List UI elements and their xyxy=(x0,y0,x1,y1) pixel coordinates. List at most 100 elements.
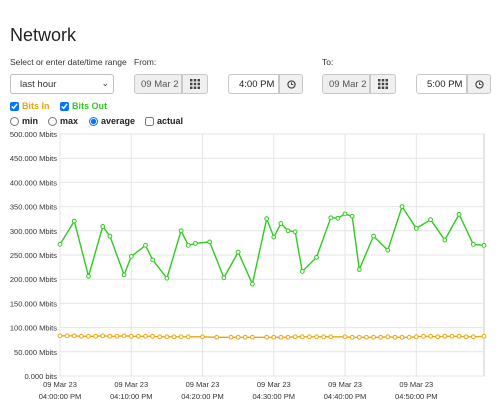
to-time-input[interactable]: 5:00 PM xyxy=(416,74,467,94)
bits-in-point xyxy=(86,333,91,339)
bits-out-point xyxy=(470,241,476,247)
bits-in-point xyxy=(481,333,487,339)
bits-in-point xyxy=(242,334,248,340)
bits-in-point xyxy=(171,334,177,340)
bits-in-label: Bits In xyxy=(22,101,50,111)
y-tick-label: 200.000 Mbits xyxy=(10,275,57,284)
y-tick-label: 450.000 Mbits xyxy=(10,154,57,163)
bits-in-point xyxy=(307,334,312,340)
bits-out-checkbox[interactable] xyxy=(60,101,69,111)
from-time-picker-button[interactable] xyxy=(279,74,303,94)
bits-in-point xyxy=(143,333,148,339)
bits-in-point xyxy=(271,334,277,340)
actual-label: actual xyxy=(157,116,184,126)
bits-out-series-line xyxy=(59,204,485,287)
bits-out-point xyxy=(413,225,419,231)
bits-in-point xyxy=(107,333,113,339)
average-option[interactable]: average xyxy=(89,116,135,126)
range-select[interactable]: last hour ⌄ xyxy=(10,74,114,94)
min-option[interactable]: min xyxy=(10,116,38,126)
to-date-input[interactable]: 09 Mar 2 xyxy=(322,74,370,94)
bits-in-point xyxy=(406,334,412,340)
actual-checkbox[interactable] xyxy=(145,116,154,126)
y-tick-label: 50.000 Mbits xyxy=(14,348,57,357)
bits-out-point xyxy=(143,242,148,248)
bits-in-point xyxy=(278,334,284,340)
bits-out-point xyxy=(100,224,106,229)
bits-in-point xyxy=(470,334,476,340)
bits-in-point xyxy=(449,333,455,339)
bits-in-point xyxy=(264,334,270,340)
bits-in-point xyxy=(413,334,419,340)
from-label: From: xyxy=(134,57,157,67)
bits-in-point xyxy=(292,334,298,340)
bits-in-toggle[interactable]: Bits In xyxy=(10,101,50,111)
bits-in-point xyxy=(214,334,220,340)
bits-out-point xyxy=(292,229,298,235)
bits-in-point xyxy=(128,333,134,339)
min-label: min xyxy=(22,116,39,126)
bits-in-point xyxy=(371,334,376,340)
clock-icon xyxy=(474,79,484,89)
max-radio[interactable] xyxy=(48,116,57,126)
bits-out-point xyxy=(185,242,191,248)
bits-out-point xyxy=(342,211,348,217)
x-tick-time-label: 04:20:00 PM xyxy=(181,392,224,401)
bits-in-point xyxy=(349,334,355,340)
bits-in-point xyxy=(135,333,141,339)
bits-out-point xyxy=(150,257,156,263)
bits-out-point xyxy=(221,275,227,281)
x-tick-time-label: 04:40:00 PM xyxy=(324,392,367,401)
y-tick-label: 150.000 Mbits xyxy=(10,299,57,308)
x-tick-time-label: 04:30:00 PM xyxy=(253,392,296,401)
x-tick-date-label: 09 Mar 23 xyxy=(399,380,433,389)
bits-out-point xyxy=(278,221,284,226)
bits-in-point xyxy=(321,334,327,340)
range-label: Select or enter date/time range xyxy=(10,57,127,67)
bits-in-point xyxy=(385,334,391,340)
bits-out-point xyxy=(456,211,462,217)
bits-in-point xyxy=(150,333,156,339)
from-date-input[interactable]: 09 Mar 2 xyxy=(134,74,182,94)
bits-in-point xyxy=(442,333,448,339)
bits-in-point xyxy=(178,334,184,340)
bits-in-point xyxy=(314,334,319,340)
to-time-picker-button[interactable] xyxy=(467,74,491,94)
bits-out-toggle[interactable]: Bits Out xyxy=(60,101,107,111)
y-tick-label: 300.000 Mbits xyxy=(10,227,57,236)
bits-out-point xyxy=(71,218,77,224)
bits-out-point xyxy=(335,215,341,221)
bits-in-point xyxy=(121,333,127,339)
bits-in-point xyxy=(285,334,291,340)
y-tick-label: 350.000 Mbits xyxy=(10,203,57,212)
bits-out-point xyxy=(57,241,63,247)
max-option[interactable]: max xyxy=(48,116,78,126)
x-tick-date-label: 09 Mar 23 xyxy=(328,380,362,389)
y-tick-label: 400.000 Mbits xyxy=(10,178,57,187)
bits-out-point xyxy=(314,255,319,260)
chevron-down-icon: ⌄ xyxy=(101,78,109,88)
bits-out-point xyxy=(428,217,433,223)
x-tick-time-label: 04:00:00 PM xyxy=(39,392,82,401)
min-radio[interactable] xyxy=(10,116,19,126)
bits-out-point xyxy=(121,272,127,278)
bits-in-point xyxy=(250,334,255,340)
clock-icon xyxy=(286,79,296,89)
bits-out-point xyxy=(271,234,277,240)
bits-in-point xyxy=(157,334,163,340)
bits-out-point xyxy=(164,275,170,281)
from-date-picker-button[interactable] xyxy=(182,74,208,94)
bits-in-point xyxy=(93,333,99,339)
network-chart: 0.000 bits 50.000 Mbits 100.000 Mbits 150.0… xyxy=(10,130,487,401)
bits-out-point xyxy=(235,249,241,255)
bits-out-point xyxy=(442,237,448,243)
average-radio[interactable] xyxy=(89,116,98,126)
x-tick-time-label: 04:10:00 PM xyxy=(110,392,153,401)
bits-in-point xyxy=(57,333,63,339)
bits-out-label: Bits Out xyxy=(72,101,107,111)
actual-option[interactable]: actual xyxy=(145,116,183,126)
bits-in-checkbox[interactable] xyxy=(10,101,19,111)
x-tick-time-label: 04:50:00 PM xyxy=(395,392,438,401)
to-date-picker-button[interactable] xyxy=(370,74,396,94)
from-time-input[interactable]: 4:00 PM xyxy=(228,74,279,94)
